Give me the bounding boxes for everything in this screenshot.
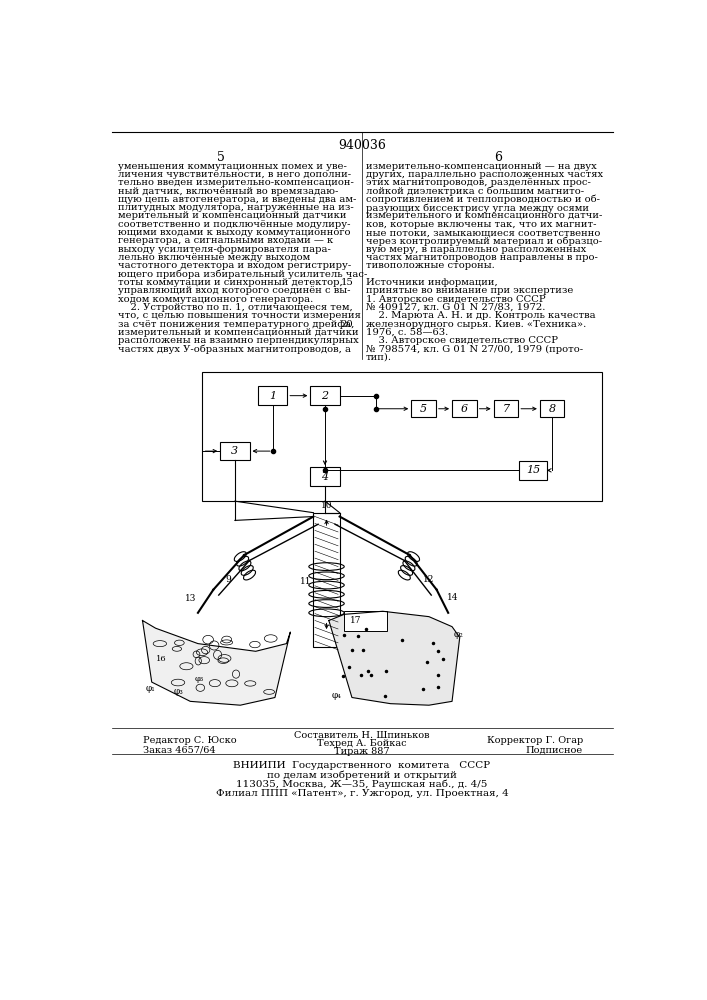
Text: 15: 15 — [341, 278, 354, 287]
Text: частях магнитопроводов направлены в про-: частях магнитопроводов направлены в про- — [366, 253, 597, 262]
Bar — [310, 467, 339, 486]
Text: φ₄: φ₄ — [331, 691, 341, 700]
Text: через контролируемый материал и образцо-: через контролируемый материал и образцо- — [366, 236, 602, 246]
Bar — [221, 442, 250, 460]
Text: Источники информации,: Источники информации, — [366, 278, 498, 287]
Text: плитудных модулятора, нагружённые на из-: плитудных модулятора, нагружённые на из- — [118, 203, 354, 212]
Text: 16: 16 — [156, 655, 167, 663]
Text: Редактор С. Юско: Редактор С. Юско — [143, 736, 236, 745]
Text: ный датчик, включённый во времязадаю-: ный датчик, включённый во времязадаю- — [118, 187, 338, 196]
Bar — [540, 400, 564, 417]
Text: φ₂: φ₂ — [454, 630, 464, 639]
Text: 14: 14 — [447, 593, 458, 602]
Bar — [411, 400, 436, 417]
Text: 12: 12 — [423, 575, 434, 584]
Text: 6: 6 — [461, 404, 468, 414]
Text: 3. Авторское свидетельство СССР: 3. Авторское свидетельство СССР — [366, 336, 558, 345]
Text: 3: 3 — [231, 446, 238, 456]
Text: ходом коммутационного генератора.: ходом коммутационного генератора. — [118, 295, 313, 304]
Text: измерительно-компенсационный — на двух: измерительно-компенсационный — на двух — [366, 162, 597, 171]
Text: за счёт понижения температурного дрейфа,: за счёт понижения температурного дрейфа, — [118, 320, 354, 329]
Text: 113035, Москва, Ж—35, Раушская наб., д. 4/5: 113035, Москва, Ж—35, Раушская наб., д. … — [236, 780, 488, 789]
Text: 6: 6 — [494, 151, 502, 164]
Text: 940036: 940036 — [338, 139, 386, 152]
Text: Заказ 4657/64: Заказ 4657/64 — [143, 745, 215, 754]
Bar — [313, 513, 339, 647]
Text: ВНИИПИ  Государственного  комитета   СССР: ВНИИПИ Государственного комитета СССР — [233, 761, 491, 770]
Text: тип).: тип). — [366, 353, 392, 362]
Text: тивоположные стороны.: тивоположные стороны. — [366, 261, 495, 270]
Bar — [519, 461, 547, 480]
Polygon shape — [143, 620, 291, 705]
Bar — [493, 400, 518, 417]
Text: по делам изобретений и открытий: по делам изобретений и открытий — [267, 771, 457, 780]
Text: других, параллельно расположенных частях: других, параллельно расположенных частях — [366, 170, 603, 179]
Text: φ₁: φ₁ — [146, 684, 156, 693]
Text: щую цепь автогенератора, и введены два ам-: щую цепь автогенератора, и введены два а… — [118, 195, 356, 204]
Bar — [344, 611, 387, 631]
Text: мерительный и компенсационный датчики: мерительный и компенсационный датчики — [118, 211, 346, 220]
Text: 15: 15 — [526, 465, 540, 475]
Text: что, с целью повышения точности измерения: что, с целью повышения точности измерени… — [118, 311, 361, 320]
Text: φ₃: φ₃ — [195, 675, 204, 683]
Text: генератора, а сигнальными входами — к: генератора, а сигнальными входами — к — [118, 236, 333, 245]
Text: Тираж 887: Тираж 887 — [334, 747, 390, 756]
Text: соответственно и подключённые модулиру-: соответственно и подключённые модулиру- — [118, 220, 351, 229]
Text: расположены на взаимно перпендикулярных: расположены на взаимно перпендикулярных — [118, 336, 358, 345]
Text: управляющий вход которого соединён с вы-: управляющий вход которого соединён с вы- — [118, 286, 351, 295]
Text: 5: 5 — [420, 404, 427, 414]
Text: Техред А. Бойкас: Техред А. Бойкас — [317, 739, 407, 748]
Text: Корректор Г. Огар: Корректор Г. Огар — [486, 736, 583, 745]
Text: 2. Устройство по п. 1, отличающееся тем,: 2. Устройство по п. 1, отличающееся тем, — [118, 303, 353, 312]
Text: 7: 7 — [503, 404, 510, 414]
Text: лельно включённые между выходом: лельно включённые между выходом — [118, 253, 310, 262]
Text: вую меру, в параллельно расположенных: вую меру, в параллельно расположенных — [366, 245, 586, 254]
Text: 5: 5 — [217, 151, 225, 164]
Text: этих магнитопроводов, разделённых прос-: этих магнитопроводов, разделённых прос- — [366, 178, 590, 187]
Text: частях двух У-образных магнитопроводов, а: частях двух У-образных магнитопроводов, … — [118, 345, 351, 354]
Text: 4: 4 — [322, 472, 329, 482]
Text: ющими входами к выходу коммутационного: ющими входами к выходу коммутационного — [118, 228, 351, 237]
Text: № 409127, кл. G 01 N 27/83, 1972.: № 409127, кл. G 01 N 27/83, 1972. — [366, 303, 545, 312]
Text: тоты коммутации и синхронный детектор,: тоты коммутации и синхронный детектор, — [118, 278, 343, 287]
Bar — [201, 372, 602, 501]
Text: Подписное: Подписное — [526, 745, 583, 754]
Text: ные потоки, замыкающиеся соответственно: ные потоки, замыкающиеся соответственно — [366, 228, 600, 237]
Text: частотного детектора и входом регистриру-: частотного детектора и входом регистриру… — [118, 261, 351, 270]
Text: разующих биссектрису угла между осями: разующих биссектрису угла между осями — [366, 203, 589, 213]
Text: Составитель Н. Шпиньков: Составитель Н. Шпиньков — [294, 731, 430, 740]
Text: ющего прибора избирательный усилитель час-: ющего прибора избирательный усилитель ча… — [118, 270, 367, 279]
Text: лойкой диэлектрика с большим магнито-: лойкой диэлектрика с большим магнито- — [366, 187, 584, 196]
Text: уменьшения коммутационных помех и уве-: уменьшения коммутационных помех и уве- — [118, 162, 346, 171]
Text: выходу усилителя-формирователя пара-: выходу усилителя-формирователя пара- — [118, 245, 331, 254]
Text: 17: 17 — [350, 616, 361, 625]
Bar — [452, 400, 477, 417]
Bar — [310, 386, 339, 405]
Text: 2: 2 — [322, 391, 329, 401]
Text: сопротивлением и теплопроводностью и об-: сопротивлением и теплопроводностью и об- — [366, 195, 600, 204]
Text: 1: 1 — [269, 391, 276, 401]
Text: измерительного и компенсационного датчи-: измерительного и компенсационного датчи- — [366, 211, 602, 220]
Text: 20: 20 — [341, 320, 354, 329]
Text: 1976, с. 58—63.: 1976, с. 58—63. — [366, 328, 448, 337]
Text: φ₃: φ₃ — [173, 687, 183, 696]
Text: 13: 13 — [185, 594, 197, 603]
Text: ков, которые включены так, что их магнит-: ков, которые включены так, что их магнит… — [366, 220, 596, 229]
Text: тельно введен измерительно-компенсацион-: тельно введен измерительно-компенсацион- — [118, 178, 354, 187]
Bar — [258, 386, 287, 405]
Text: измерительный и компенсационный датчики: измерительный и компенсационный датчики — [118, 328, 358, 337]
Text: 9: 9 — [226, 575, 231, 584]
Text: 1. Авторское свидетельство СССР: 1. Авторское свидетельство СССР — [366, 295, 545, 304]
Text: 2. Марюта А. Н. и др. Контроль качества: 2. Марюта А. Н. и др. Контроль качества — [366, 311, 595, 320]
Text: 11: 11 — [300, 578, 311, 586]
Text: 8: 8 — [549, 404, 556, 414]
Text: Филиал ППП «Патент», г. Ужгород, ул. Проектная, 4: Филиал ППП «Патент», г. Ужгород, ул. Про… — [216, 789, 508, 798]
Text: железнорудного сырья. Киев. «Техника».: железнорудного сырья. Киев. «Техника». — [366, 320, 586, 329]
Text: личения чувствительности, в него дополни-: личения чувствительности, в него дополни… — [118, 170, 351, 179]
Text: принятые во внимание при экспертизе: принятые во внимание при экспертизе — [366, 286, 573, 295]
Text: 10: 10 — [321, 501, 332, 510]
Polygon shape — [329, 611, 460, 705]
Text: № 798574, кл. G 01 N 27/00, 1979 (прото-: № 798574, кл. G 01 N 27/00, 1979 (прото- — [366, 345, 583, 354]
